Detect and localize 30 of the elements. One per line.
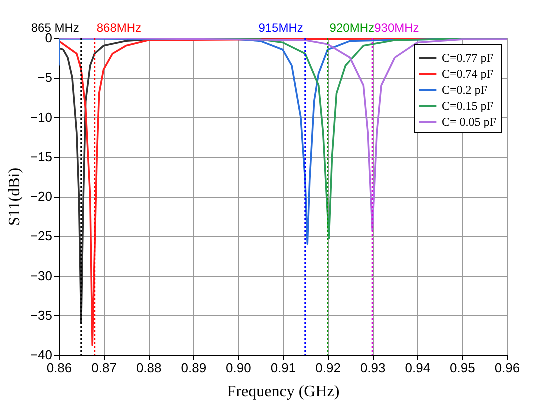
y-tick-label: −30: [30, 268, 52, 284]
x-tick-label: 0.87: [92, 360, 117, 376]
y-tick-label: −35: [30, 308, 52, 323]
x-tick-label: 0.96: [494, 360, 520, 376]
legend-label: C=0.15 pF: [442, 99, 494, 113]
x-tick-label: 0.95: [450, 360, 476, 376]
x-tick-label: 0.88: [136, 360, 162, 376]
ref-line-label: 920MHz: [330, 21, 374, 35]
y-tick-label: −15: [30, 149, 52, 164]
x-axis-title: Frequency (GHz): [227, 384, 340, 400]
x-tick-label: 0.91: [270, 360, 296, 376]
legend-label: C=0.77 pF: [442, 51, 494, 65]
x-tick-label: 0.92: [316, 360, 341, 376]
y-tick-label: −40: [30, 348, 52, 362]
x-tick-label: 0.94: [405, 360, 431, 376]
y-axis-title: S11(dBi): [6, 168, 24, 226]
x-tick-label: 0.89: [181, 360, 207, 376]
x-tick-label: 0.86: [46, 360, 72, 376]
y-tick-label: −20: [30, 189, 52, 204]
ref-line-label: 868MHz: [96, 21, 142, 35]
x-tick-label: 0.90: [226, 360, 252, 376]
ref-line-label: 915MHz: [258, 21, 304, 35]
legend-label: C=0.74 pF: [442, 67, 494, 81]
legend-label: C=0.2 pF: [442, 83, 488, 97]
y-tick-label: −5: [38, 70, 52, 86]
y-tick-label: −10: [30, 110, 52, 125]
legend-label: C= 0.05 pF: [442, 115, 497, 129]
ref-line-label: 930MHz: [374, 21, 420, 35]
x-tick-label: 0.93: [360, 360, 386, 376]
y-tick-label: −25: [30, 228, 52, 244]
